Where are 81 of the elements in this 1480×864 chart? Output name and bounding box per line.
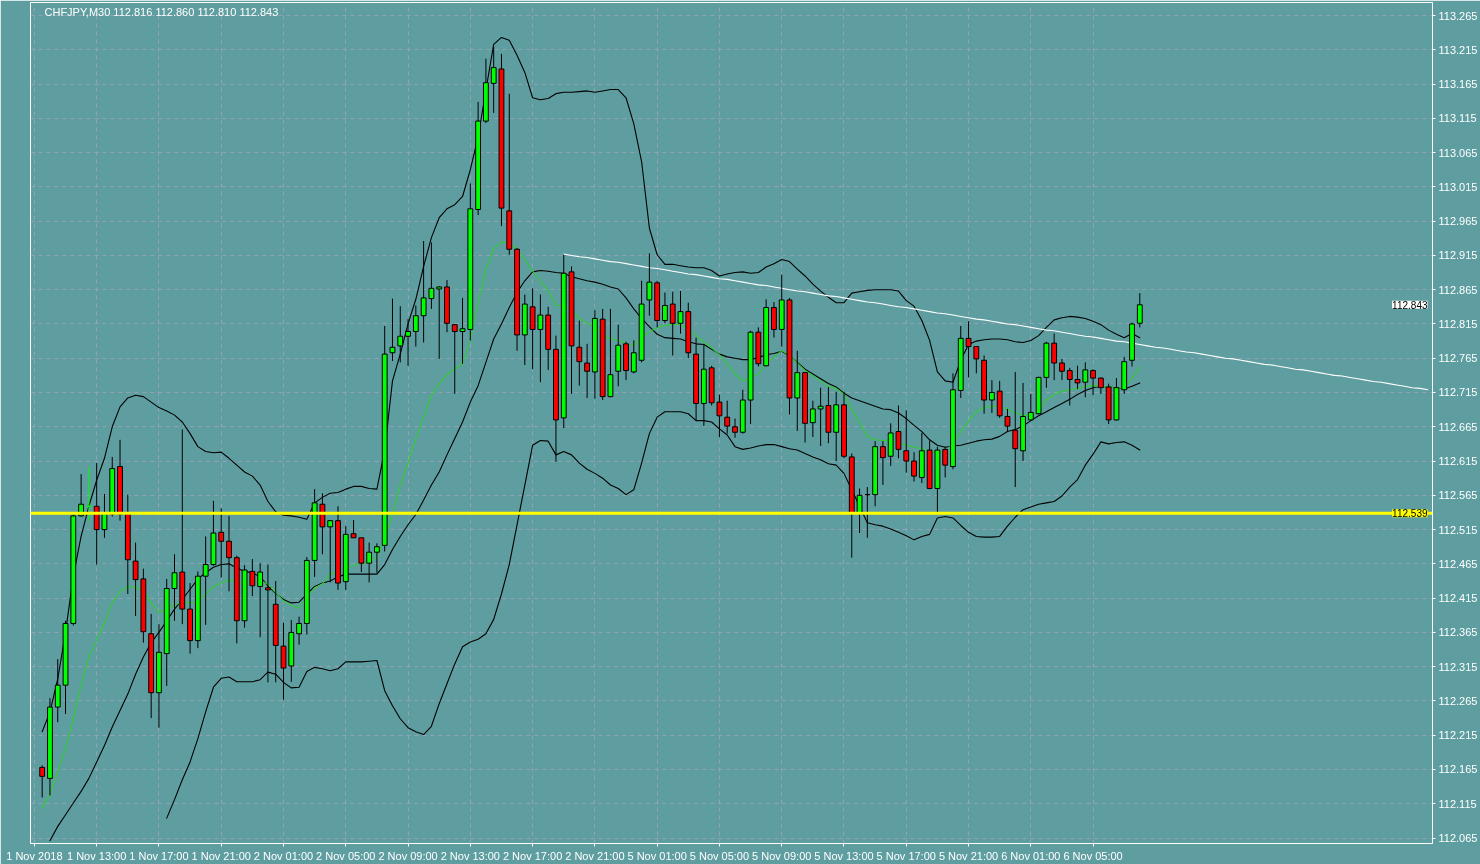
x-tick-label: 2 Nov 17:00: [502, 849, 563, 862]
candlestick: [646, 252, 653, 317]
x-tick-label: 6 Nov 01:00: [1001, 849, 1061, 862]
candlestick: [257, 562, 264, 638]
candlestick: [405, 318, 411, 367]
candlestick: [265, 564, 271, 683]
y-tick-label: 112.315: [1438, 660, 1478, 673]
candlestick: [54, 658, 61, 723]
y-tick-label: 112.865: [1438, 283, 1478, 296]
x-tick-label: 5 Nov 05:00: [689, 849, 750, 862]
candlestick: [226, 515, 232, 592]
y-tick-label: 113.165: [1438, 78, 1478, 91]
y-tick-label: 112.065: [1438, 832, 1478, 845]
candlestick: [942, 446, 949, 478]
candlestick: [412, 304, 419, 348]
y-tick-label: 112.215: [1438, 729, 1478, 742]
candlestick: [1027, 393, 1034, 422]
candlestick: [662, 291, 668, 324]
x-tick-label: 5 Nov 09:00: [752, 849, 812, 862]
x-tick-label: 2 Nov 01:00: [253, 849, 314, 862]
candlestick: [880, 440, 886, 486]
x-tick-label: 5 Nov 01:00: [627, 849, 687, 862]
y-tick-label: 113.115: [1438, 112, 1477, 125]
candlestick: [366, 542, 373, 583]
y-tick-label: 112.565: [1438, 489, 1478, 502]
y-tick-label: 113.215: [1438, 43, 1478, 56]
x-tick-label: 1 Nov 17:00: [129, 849, 189, 862]
y-tick-label: 112.265: [1438, 694, 1478, 707]
candlestick: [374, 542, 380, 574]
candlestick: [988, 379, 995, 414]
line-series: [563, 253, 1429, 391]
y-tick-label: 113.015: [1438, 180, 1478, 193]
candlestick: [397, 305, 404, 363]
candlestick: [1136, 292, 1143, 328]
x-tick-label: 1 Nov 13:00: [67, 849, 127, 862]
x-tick-label: 5 Nov 21:00: [938, 849, 999, 862]
candlestick: [809, 400, 816, 438]
y-tick-label: 112.365: [1438, 626, 1478, 639]
candlestick: [630, 339, 637, 374]
candlestick: [39, 764, 46, 799]
candlestick: [389, 298, 396, 362]
y-tick-label: 112.965: [1438, 215, 1478, 228]
y-tick-label: 113.065: [1438, 146, 1478, 159]
candlestick: [296, 616, 302, 646]
candlestick: [576, 320, 583, 387]
candlestick: [327, 519, 334, 583]
x-tick-label: 6 Nov 05:00: [1063, 849, 1123, 862]
candlestick: [1059, 358, 1065, 381]
candlestick: [584, 343, 591, 399]
candlestick: [1012, 371, 1019, 488]
x-tick-label: 2 Nov 13:00: [440, 849, 500, 862]
chart-title: CHFJPY,M30 112.816 112.860 112.810 112.843: [44, 5, 279, 18]
x-tick-label: 1 Nov 2018: [6, 849, 63, 862]
y-tick-label: 112.765: [1438, 352, 1478, 365]
candlestick: [771, 301, 777, 339]
x-tick-label: 1 Nov 21:00: [191, 849, 251, 862]
y-tick-label: 112.915: [1438, 249, 1478, 262]
y-tick-label: 112.115: [1438, 797, 1477, 810]
x-tick-label: 2 Nov 21:00: [565, 849, 625, 862]
candlestick: [732, 418, 738, 439]
x-tick-label: 2 Nov 09:00: [378, 849, 438, 862]
y-tick-label: 112.515: [1438, 523, 1478, 536]
candlestick: [911, 451, 917, 483]
candlestick: [436, 285, 443, 360]
y-tick-label: 113.265: [1438, 9, 1478, 22]
ref-line-label: 112.539: [1392, 508, 1428, 520]
y-tick-label: 112.665: [1438, 420, 1478, 433]
annotation: 112.843: [1392, 299, 1428, 311]
y-tick-label: 112.715: [1438, 386, 1478, 399]
y-tick-label: 112.615: [1438, 455, 1478, 468]
candlestick: [903, 409, 910, 474]
y-tick-label: 112.415: [1438, 592, 1478, 605]
candlestick: [1004, 408, 1011, 433]
x-tick-label: 5 Nov 13:00: [814, 849, 874, 862]
y-tick-label: 112.815: [1438, 317, 1478, 330]
x-tick-label: 5 Nov 17:00: [876, 849, 936, 862]
y-tick-label: 112.165: [1438, 763, 1478, 776]
candlestick: [1051, 333, 1058, 381]
candlestick: [1090, 368, 1097, 396]
y-tick-label: 112.465: [1438, 557, 1478, 570]
x-tick-label: 2 Nov 05:00: [316, 849, 376, 862]
